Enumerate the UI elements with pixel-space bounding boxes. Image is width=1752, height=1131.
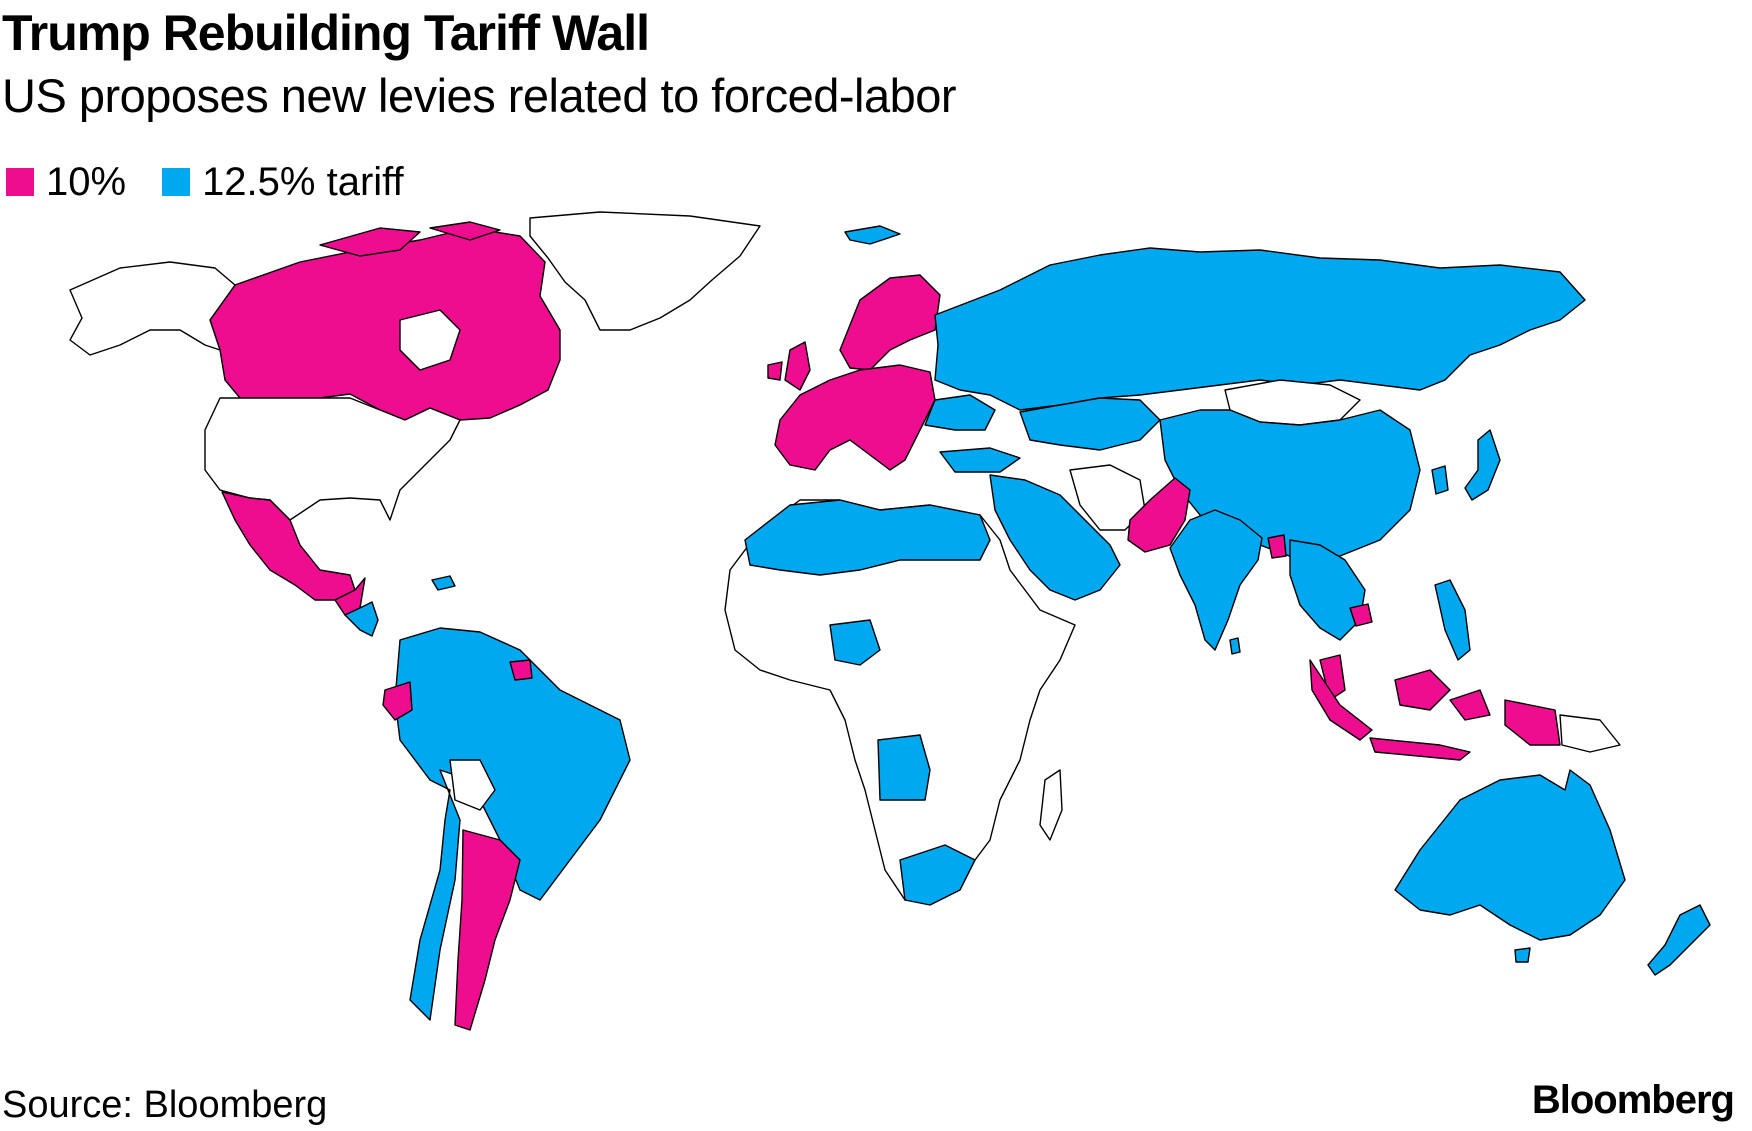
legend-swatch-10 [6, 168, 34, 196]
indonesia [1309, 659, 1561, 761]
canada [209, 227, 561, 421]
source-note: Source: Bloomberg [2, 1084, 328, 1126]
bolivia [449, 759, 496, 811]
south-africa [899, 844, 976, 906]
legend-label-10: 10% [46, 159, 127, 204]
united-states [204, 397, 461, 521]
bangladesh [1267, 534, 1287, 559]
nigeria [829, 619, 881, 666]
pakistan [1127, 477, 1191, 553]
philippines [1434, 579, 1471, 661]
new-zealand [1647, 904, 1711, 976]
central-america-10 [334, 577, 366, 616]
hudson-bay [399, 309, 461, 371]
greenland [529, 211, 761, 331]
legend-item-12-5: 12.5% tariff [162, 160, 404, 205]
scandinavia [839, 274, 941, 371]
ireland [767, 361, 783, 381]
legend: 10% 12.5% tariff [6, 160, 440, 204]
ecuador [382, 681, 413, 721]
kazakhstan [1019, 397, 1161, 451]
madagascar [1039, 769, 1063, 841]
united-kingdom [784, 341, 811, 391]
ukraine-belarus [924, 394, 996, 431]
angola [877, 734, 931, 801]
alaska [69, 261, 236, 356]
bloomberg-logo: Bloomberg [1531, 1078, 1735, 1122]
legend-label-12-5: 12.5% tariff [202, 159, 404, 204]
canada-islands [319, 221, 501, 257]
cambodia [1349, 603, 1373, 627]
malaysia [1319, 654, 1451, 711]
legend-item-10: 10% [6, 160, 126, 205]
north-africa-12-5 [744, 499, 991, 576]
korea [1431, 465, 1449, 495]
south-america-12-5 [394, 627, 631, 1021]
russia [934, 247, 1586, 411]
central-america-12-5 [344, 601, 379, 637]
chart-subtitle: US proposes new levies related to forced… [2, 69, 957, 122]
tasmania [1514, 947, 1531, 963]
sri-lanka [1229, 637, 1241, 655]
middle-east-12-5 [989, 474, 1121, 601]
australia [1394, 769, 1626, 941]
india [1169, 509, 1263, 651]
argentina [454, 829, 521, 1031]
japan [1464, 429, 1501, 501]
legend-swatch-12-5 [162, 168, 191, 196]
southeast-asia-12-5 [1289, 539, 1366, 641]
suriname [509, 659, 533, 681]
papua-new-guinea [1559, 714, 1621, 753]
caribbean-12-5 [431, 575, 456, 591]
chart-title: Trump Rebuilding Tariff Wall [2, 5, 650, 61]
iceland [844, 225, 901, 245]
turkey [939, 447, 1021, 473]
europe-eu [774, 364, 936, 471]
world-map [69, 211, 1711, 1031]
